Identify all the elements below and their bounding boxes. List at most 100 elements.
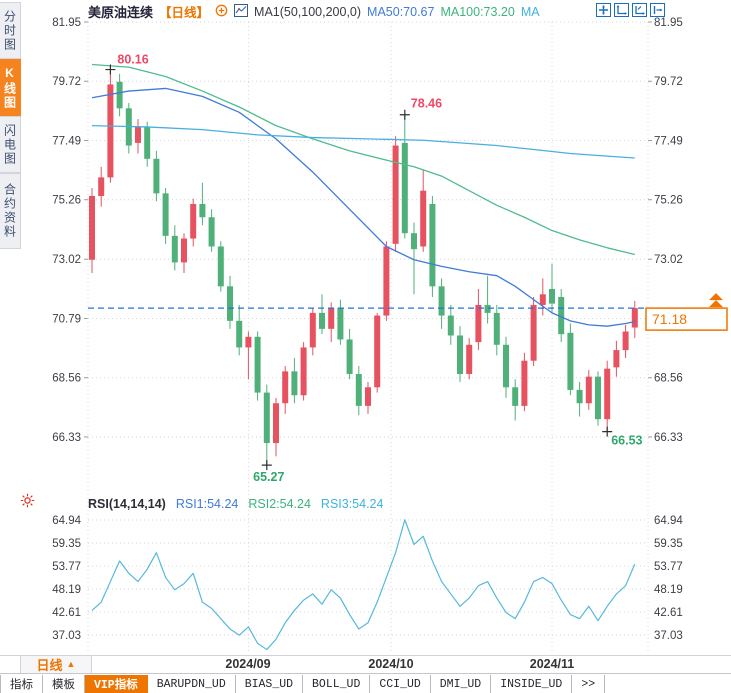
rsi-header: RSI(14,14,14) RSI1:54.24 RSI2:54.24 RSI3… (88, 496, 383, 511)
candle-body (429, 203, 436, 287)
axis-label: 77.49 (654, 135, 683, 147)
axis-label: 64.94 (654, 515, 683, 527)
sidebar-item-contract-info[interactable]: 合约资料 (0, 173, 21, 249)
candle-body (438, 286, 445, 316)
rsi-settings-icon[interactable] (20, 493, 35, 513)
candle-body (447, 315, 454, 336)
candle-body (622, 331, 629, 351)
add-indicator-icon[interactable] (215, 4, 228, 20)
axis-label: 79.72 (654, 76, 683, 88)
axis-label: 77.49 (52, 135, 81, 147)
tab-templates[interactable]: 模板 (43, 675, 85, 693)
candle-body (236, 320, 243, 348)
axis-label: 75.26 (52, 195, 81, 207)
candle-body (346, 339, 353, 374)
chart-type-icon[interactable] (234, 3, 249, 20)
candle-body (273, 403, 279, 444)
candle-body (98, 177, 105, 197)
candle-body (530, 304, 537, 361)
price-up-arrow-icon (709, 293, 723, 301)
candle-body (263, 392, 270, 444)
axis-label: 70.79 (52, 313, 81, 325)
candles-layer (89, 69, 638, 466)
candle-body (576, 389, 583, 404)
sidebar-item-kline-chart[interactable]: K线图 (0, 59, 21, 116)
candle-body (383, 246, 390, 316)
candle-body (319, 312, 325, 329)
axis-label: 81.95 (52, 17, 81, 29)
ma-lines-layer (91, 63, 635, 327)
rsi-layer (91, 519, 636, 651)
axis-label: 42.61 (654, 607, 683, 619)
annotations-layer: 80.16 78.46 65.27 66.53 (105, 53, 643, 484)
price-line-layer: 71.18 (88, 293, 728, 331)
ma100-value: MA100:73.20 (440, 4, 515, 19)
ma-settings-label: MA1(50,100,200,0) (254, 4, 362, 19)
candle-body (595, 376, 601, 420)
tab-cci-ud[interactable]: CCI_UD (370, 675, 431, 693)
candle-body (567, 332, 574, 390)
xaxis-label-sep: 2024/09 (225, 657, 271, 671)
tab-vip-indicators[interactable]: VIP指标 (85, 675, 148, 693)
candle-body (484, 304, 491, 313)
period-dropdown-button[interactable]: 日线 ▲ (20, 656, 92, 673)
candle-body (365, 387, 371, 406)
tab-bias-ud[interactable]: BIAS_UD (236, 675, 304, 693)
tab-dmi-ud[interactable]: DMI_UD (431, 675, 492, 693)
zoom-x-axis-icon[interactable] (632, 3, 647, 17)
ma100-line (91, 63, 635, 256)
axis-label: 53.77 (52, 561, 81, 573)
sidebar-item-flash-chart[interactable]: 闪电图 (0, 116, 21, 173)
candle-body (162, 193, 169, 236)
grid-layer: 81.95 81.95 79.72 79.72 77.49 77.49 75.26 75.26… (52, 17, 683, 652)
axis-label: 59.35 (52, 538, 81, 550)
candle-body (374, 315, 381, 388)
axis-label: 66.33 (654, 432, 683, 444)
rsi-formula: RSI(14,14,14) (88, 496, 166, 511)
xaxis-strip: 日线 ▲ 2024/09 2024/10 2024/11 (0, 655, 731, 674)
zoom-axes-icon[interactable] (614, 3, 629, 17)
candle-body (300, 347, 307, 396)
candle-body (181, 238, 187, 263)
candle-body (549, 288, 555, 304)
candle-body (328, 307, 335, 329)
axis-label: 37.03 (52, 630, 81, 642)
sidebar-item-time-chart[interactable]: 分时图 (0, 2, 21, 59)
candle-body (199, 203, 206, 218)
candle-body (558, 296, 565, 335)
candle-body (604, 368, 611, 420)
candle-body (493, 312, 500, 345)
extreme-cross-marker (105, 64, 116, 75)
tab-boll-ud[interactable]: BOLL_UD (303, 675, 371, 693)
xaxis-label-nov: 2024/11 (529, 657, 575, 671)
candle-body (411, 233, 417, 250)
step-right-icon[interactable] (650, 3, 665, 17)
axis-label: 66.53 (611, 434, 642, 448)
candle-body (291, 371, 298, 396)
tab-barupdn-ud[interactable]: BARUPDN_UD (148, 675, 236, 693)
axis-label: 59.35 (654, 538, 683, 550)
axis-label: 73.02 (654, 254, 683, 266)
tab-inside-ud[interactable]: INSIDE_UD (491, 675, 573, 693)
axis-label: 37.03 (654, 630, 683, 642)
candle-body (585, 376, 592, 404)
candle-body (392, 145, 399, 244)
axis-label: 66.33 (52, 432, 81, 444)
candle-body (466, 344, 473, 374)
axis-label: 42.61 (52, 607, 81, 619)
axis-label: 81.95 (654, 17, 683, 29)
bottom-tabbar: 指标 模板 VIP指标 BARUPDN_UD BIAS_UD BOLL_UD C… (0, 675, 731, 693)
candle-body (153, 158, 160, 194)
extreme-cross-marker (399, 109, 410, 120)
candle-body (208, 217, 215, 247)
tab-indicators[interactable]: 指标 (0, 675, 43, 693)
candle-body (539, 294, 546, 305)
candle-body (475, 304, 482, 343)
pan-cross-icon[interactable] (596, 3, 611, 17)
candle-body (254, 336, 261, 393)
chart-toolbar (596, 3, 665, 17)
tab-more[interactable]: >> (572, 675, 606, 693)
ma50-value: MA50:70.67 (367, 4, 435, 19)
axis-label: 65.27 (253, 470, 284, 484)
